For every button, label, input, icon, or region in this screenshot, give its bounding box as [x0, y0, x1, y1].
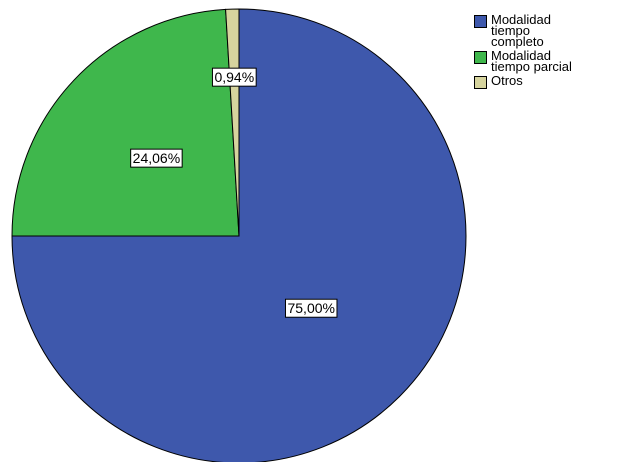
label-others: 0,94% — [211, 67, 257, 87]
label-full-time-box — [284, 298, 338, 318]
label-others-box — [211, 67, 257, 87]
label-part-time: 24,06% — [130, 148, 183, 168]
slice-others — [225, 8, 240, 237]
legend-swatch-full-time — [474, 15, 487, 28]
label-full-time: 75,00% — [284, 298, 338, 318]
legend-label-part-time: Modalidad tiempo parcial — [491, 48, 572, 74]
slice-full-time — [11, 8, 467, 462]
legend-swatch-part-time — [474, 51, 487, 64]
legend-label-full-time: Modalidad tiempo completo — [491, 12, 551, 49]
label-full-time-text: 75,00% — [287, 300, 334, 316]
label-others-text: 0,94% — [214, 69, 254, 85]
label-part-time-text: 24,06% — [133, 150, 180, 166]
legend-item-full-time: Modalidad tiempo completo — [474, 12, 581, 49]
label-part-time-box — [130, 148, 183, 168]
slice-part-time — [11, 8, 240, 237]
legend-swatch-others — [474, 76, 487, 89]
legend-label-others: Otros — [491, 73, 523, 88]
legend-item-part-time: Modalidad tiempo parcial — [474, 48, 581, 74]
legend: Modalidad tiempo completo Modalidad tiem… — [474, 12, 581, 90]
legend-item-others: Otros — [474, 73, 581, 89]
